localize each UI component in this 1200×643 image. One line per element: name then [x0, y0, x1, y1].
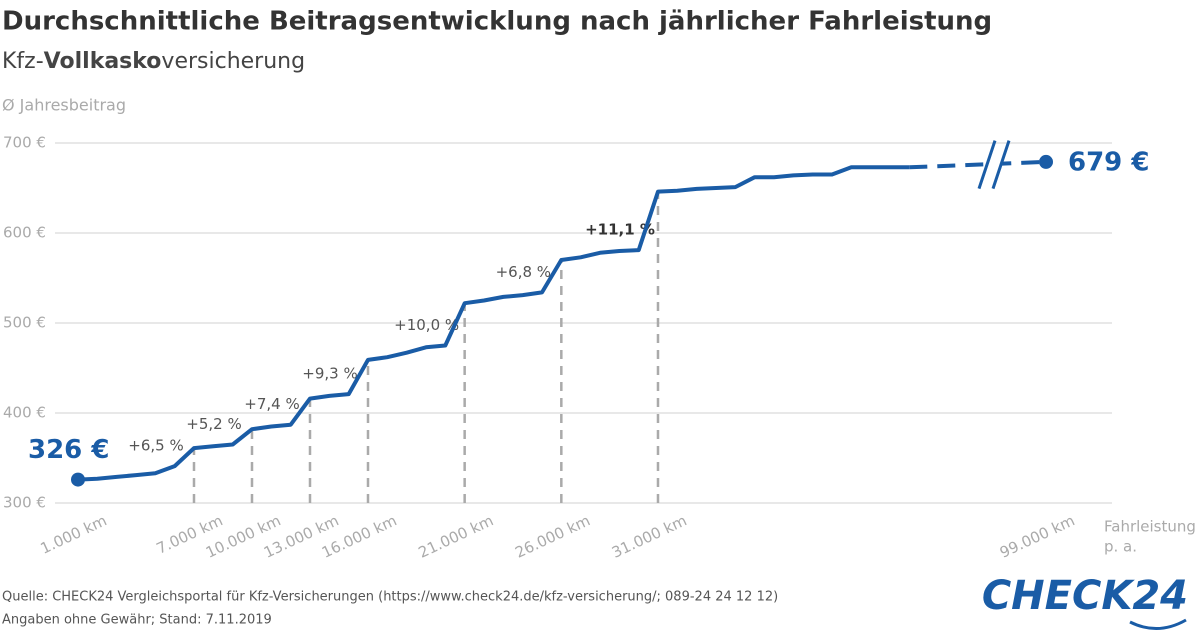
x-tick-label: 26.000 km	[512, 511, 593, 561]
chart-subtitle: Kfz-Vollkaskoversicherung	[2, 49, 305, 74]
x-axis-label: p. a.	[1104, 538, 1137, 556]
end-marker	[71, 472, 85, 487]
axis-break-gap	[986, 156, 1002, 173]
annotation: +9,3 %	[302, 365, 357, 383]
x-tick-label: 1.000 km	[38, 511, 110, 557]
x-tick-label: 21.000 km	[416, 511, 497, 561]
annotation: +10,0 %	[394, 316, 459, 334]
chart-title: Durchschnittliche Beitragsentwicklung na…	[2, 7, 992, 37]
y-tick-label: 500 €	[3, 314, 46, 332]
source-note: Angaben ohne Gewähr; Stand: 7.11.2019	[2, 613, 272, 628]
y-tick-label: 300 €	[3, 494, 46, 512]
y-axis-label: Ø Jahresbeitrag	[2, 96, 126, 115]
line-break-segment	[909, 159, 1047, 170]
line-series	[77, 165, 910, 482]
logo-swoosh	[1129, 618, 1187, 630]
subtitle-part: versicherung	[161, 49, 305, 74]
value-label: 679 €	[1068, 147, 1149, 177]
source-note: Quelle: CHECK24 Vergleichsportal für Kfz…	[2, 590, 778, 605]
axis-break-mark	[991, 140, 1011, 190]
end-marker	[1039, 154, 1053, 169]
subtitle-part: Vollkasko	[44, 49, 162, 74]
x-tick-label: 31.000 km	[609, 511, 690, 561]
annotation: +6,8 %	[496, 263, 551, 281]
axis-break-mark	[977, 140, 997, 190]
annotation: +11,1 %	[585, 221, 655, 239]
x-axis-label: Fahrleistung	[1104, 518, 1196, 536]
y-tick-label: 600 €	[3, 224, 46, 242]
annotation: +6,5 %	[128, 437, 183, 455]
subtitle-part: Kfz-	[2, 49, 44, 74]
x-tick-label: 99.000 km	[997, 511, 1078, 561]
y-tick-label: 400 €	[3, 404, 46, 422]
value-label: 326 €	[28, 435, 109, 465]
logo: CHECK24	[982, 573, 1188, 619]
annotation: +5,2 %	[186, 415, 241, 433]
y-tick-label: 700 €	[3, 134, 46, 152]
annotation: +7,4 %	[244, 395, 299, 413]
